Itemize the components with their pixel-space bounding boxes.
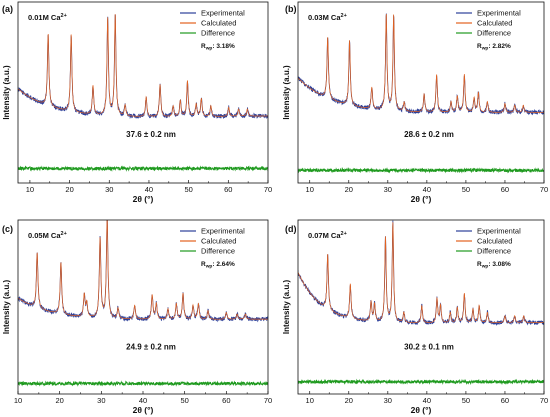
x-tick-label: 10	[26, 185, 34, 194]
rwp-label: Rwp: 2.82%	[477, 43, 511, 52]
legend-label-calculated: Calculated	[201, 237, 236, 246]
crystallite-size-label: 28.6 ± 0.2 nm	[404, 130, 454, 139]
y-axis-label: Intensity (a.u.)	[2, 65, 11, 120]
x-tick-label: 50	[184, 185, 192, 194]
x-tick-label: 10	[306, 185, 314, 194]
crystallite-size-label: 24.9 ± 0.2 nm	[126, 343, 176, 352]
rwp-label: Rwp: 2.64%	[201, 261, 235, 270]
panel-a: 10 20 30 40 50 60 70 2θ (°) Intensity (a.u.) (a) 0…	[2, 1, 272, 204]
plot-area	[18, 220, 268, 387]
legend-label-difference: Difference	[477, 29, 511, 38]
x-tick-label: 30	[384, 396, 392, 405]
x-tick-label: 70	[540, 396, 548, 405]
x-tick-label: 40	[423, 396, 431, 405]
panel-label: (c)	[2, 224, 13, 234]
legend-label-experimental: Experimental	[201, 9, 245, 18]
concentration-label: 0.07M Ca2+	[308, 231, 347, 240]
concentration-label: 0.03M Ca2+	[308, 13, 347, 22]
x-axis-label: 2θ (°)	[411, 405, 432, 415]
legend-label-calculated: Calculated	[201, 19, 236, 28]
panel-d: 10 20 30 40 50 60 70 2θ (°) Intensity (a.u.) (d) 0…	[282, 219, 548, 415]
series-calculated	[18, 14, 268, 117]
rwp-label: Rwp: 3.18%	[201, 43, 235, 52]
x-tick-label: 50	[180, 396, 188, 405]
series-difference	[18, 165, 268, 172]
series-calculated	[298, 222, 544, 324]
x-tick-label: 20	[345, 185, 353, 194]
panel-label: (b)	[285, 4, 297, 14]
series-calculated	[18, 220, 268, 320]
plot-area	[298, 220, 544, 386]
x-axis-label: 2θ (°)	[133, 405, 154, 415]
x-tick-label: 70	[264, 396, 272, 405]
x-tick-label: 50	[462, 396, 470, 405]
panel-label: (a)	[2, 4, 13, 14]
panel-label: (d)	[285, 224, 297, 234]
plot-frame	[297, 1, 545, 184]
x-tick-label: 10	[306, 396, 314, 405]
legend-label-difference: Difference	[201, 247, 235, 256]
legend-label-calculated: Calculated	[477, 237, 512, 246]
x-tick-label: 20	[55, 396, 63, 405]
x-tick-label: 60	[224, 185, 232, 194]
rwp-label: Rwp: 3.08%	[477, 261, 511, 270]
x-tick-label: 60	[222, 396, 230, 405]
x-tick-label: 20	[345, 396, 353, 405]
x-tick-label: 30	[97, 396, 105, 405]
x-tick-label: 40	[139, 396, 147, 405]
x-tick-label: 20	[65, 185, 73, 194]
y-axis-label: Intensity (a.u.)	[282, 280, 291, 335]
x-tick-label: 50	[462, 185, 470, 194]
x-tick-label: 10	[14, 396, 22, 405]
x-tick-label: 60	[501, 396, 509, 405]
legend-label-calculated: Calculated	[477, 19, 512, 28]
concentration-label: 0.05M Ca2+	[28, 231, 67, 240]
series-experimental	[298, 13, 544, 116]
x-tick-label: 30	[384, 185, 392, 194]
legend-label-experimental: Experimental	[477, 227, 521, 236]
x-tick-label: 40	[145, 185, 153, 194]
x-axis-label: 2θ (°)	[133, 194, 154, 204]
plot-frame	[297, 219, 545, 395]
concentration-label: 0.01M Ca2+	[28, 13, 67, 22]
panel-c: 10 20 30 40 50 60 70 2θ (°) Intensity (a.u.) (c) 0…	[2, 219, 272, 415]
plot-area	[298, 13, 544, 174]
x-tick-label: 30	[105, 185, 113, 194]
x-tick-label: 70	[540, 185, 548, 194]
series-difference	[298, 378, 544, 386]
plot-area	[18, 14, 268, 172]
series-difference	[18, 380, 268, 387]
series-experimental	[18, 14, 268, 120]
crystallite-size-label: 37.6 ± 0.2 nm	[126, 130, 176, 139]
x-tick-label: 70	[264, 185, 272, 194]
legend-label-difference: Difference	[201, 29, 235, 38]
x-tick-label: 40	[423, 185, 431, 194]
y-axis-label: Intensity (a.u.)	[2, 280, 11, 335]
plot-frame	[17, 1, 269, 184]
legend-label-experimental: Experimental	[477, 9, 521, 18]
series-difference	[298, 166, 544, 174]
legend-label-experimental: Experimental	[201, 227, 245, 236]
x-axis-label: 2θ (°)	[411, 194, 432, 204]
crystallite-size-label: 30.2 ± 0.1 nm	[404, 343, 454, 352]
series-calculated	[298, 13, 544, 113]
x-tick-label: 60	[501, 185, 509, 194]
y-axis-label: Intensity (a.u.)	[282, 65, 291, 120]
legend-label-difference: Difference	[477, 247, 511, 256]
panel-b: 10 20 30 40 50 60 70 2θ (°) Intensity (a.u.) (b) 0…	[282, 1, 548, 204]
